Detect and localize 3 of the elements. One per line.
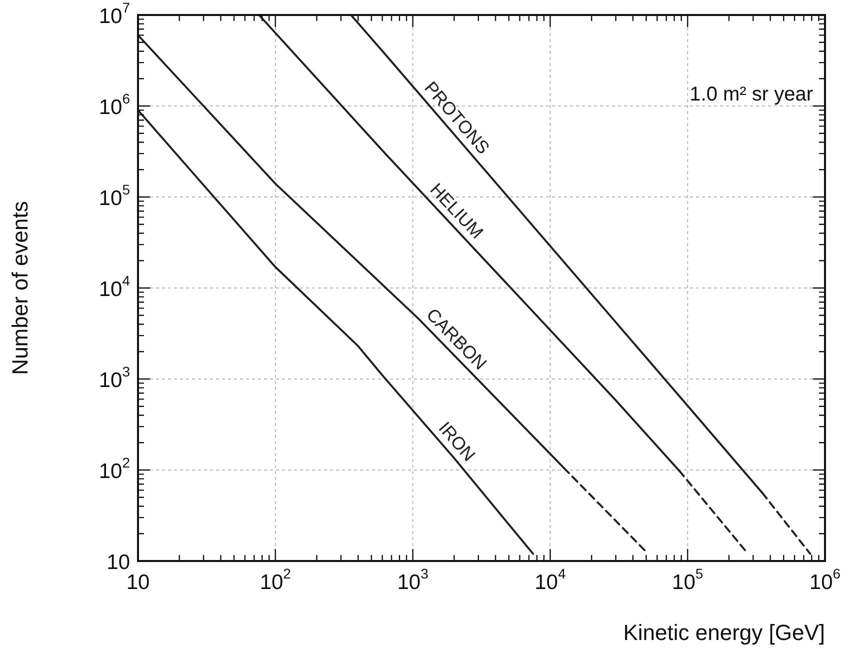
annotation: 1.0 m² sr year (690, 84, 814, 106)
y-axis-title: Number of events (7, 201, 32, 375)
x-axis-title: Kinetic energy [GeV] (623, 620, 825, 645)
